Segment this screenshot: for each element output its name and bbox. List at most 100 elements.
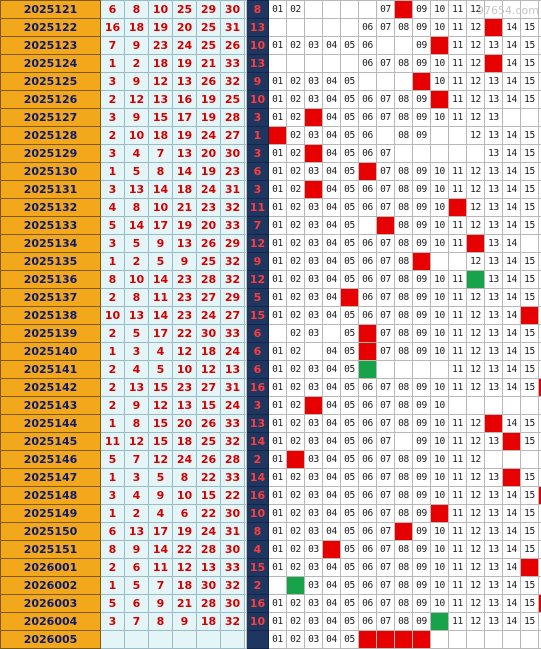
trend-cell: 13 bbox=[485, 469, 503, 487]
drawn-number: 9 bbox=[173, 613, 197, 631]
hit-cell bbox=[485, 415, 503, 433]
trend-cell: 03 bbox=[305, 253, 323, 271]
trend-cell: 05 bbox=[341, 307, 359, 325]
drawn-number: 9 bbox=[149, 235, 173, 253]
drawn-number: 13 bbox=[173, 235, 197, 253]
drawn-number: 5 bbox=[125, 163, 149, 181]
drawn-number: 1 bbox=[101, 577, 125, 595]
trend-cell: 14 bbox=[503, 487, 521, 505]
trend-cell bbox=[449, 145, 467, 163]
trend-cell: 04 bbox=[323, 181, 341, 199]
drawn-number: 23 bbox=[173, 289, 197, 307]
trend-cell bbox=[485, 397, 503, 415]
trend-cell: 11 bbox=[449, 109, 467, 127]
trend-cell bbox=[395, 73, 413, 91]
trend-cell: 14 bbox=[503, 37, 521, 55]
drawn-number: 18 bbox=[149, 55, 173, 73]
drawn-number: 13 bbox=[173, 73, 197, 91]
trend-cell: 03 bbox=[305, 469, 323, 487]
drawn-number: 18 bbox=[173, 433, 197, 451]
drawn-number: 18 bbox=[125, 19, 149, 37]
drawn-number: 29 bbox=[197, 1, 221, 19]
drawn-number: 11 bbox=[149, 559, 173, 577]
drawn-number: 19 bbox=[197, 91, 221, 109]
trend-cell: 14 bbox=[503, 199, 521, 217]
trend-cell: 09 bbox=[413, 109, 431, 127]
trend-cell: 05 bbox=[341, 163, 359, 181]
drawn-number: 10 bbox=[125, 127, 149, 145]
drawn-number: 12 bbox=[125, 91, 149, 109]
drawn-number: 16 bbox=[173, 91, 197, 109]
trend-cell bbox=[521, 397, 539, 415]
trend-cell: 09 bbox=[413, 199, 431, 217]
drawn-number: 31 bbox=[221, 19, 245, 37]
trend-cell: 02 bbox=[287, 289, 305, 307]
trend-cell: 05 bbox=[341, 271, 359, 289]
issue-number: 2025133 bbox=[1, 217, 101, 235]
trend-cell: 11 bbox=[449, 217, 467, 235]
trend-cell: 11 bbox=[449, 271, 467, 289]
trend-cell: 10 bbox=[431, 559, 449, 577]
trend-cell: 15 bbox=[521, 19, 539, 37]
drawn-number: 15 bbox=[149, 415, 173, 433]
trend-cell: 11 bbox=[449, 613, 467, 631]
drawn-number: 14 bbox=[149, 181, 173, 199]
issue-number: 2025122 bbox=[1, 19, 101, 37]
drawn-number: 33 bbox=[221, 469, 245, 487]
drawn-number: 5 bbox=[149, 361, 173, 379]
trend-cell: 15 bbox=[521, 613, 539, 631]
trend-cell: 01 bbox=[269, 433, 287, 451]
trend-cell: 13 bbox=[485, 289, 503, 307]
drawn-number: 23 bbox=[173, 271, 197, 289]
trend-cell bbox=[269, 55, 287, 73]
issue-number: 2025131 bbox=[1, 181, 101, 199]
trend-cell: 09 bbox=[413, 343, 431, 361]
issue-number: 2026004 bbox=[1, 613, 101, 631]
drawn-number: 8 bbox=[101, 271, 125, 289]
special-number: 3 bbox=[247, 145, 269, 163]
trend-cell bbox=[431, 253, 449, 271]
trend-cell: 11 bbox=[449, 289, 467, 307]
trend-cell: 04 bbox=[323, 289, 341, 307]
trend-cell: 06 bbox=[359, 289, 377, 307]
drawn-number: 12 bbox=[173, 559, 197, 577]
drawn-number: 22 bbox=[173, 541, 197, 559]
trend-cell: 07 bbox=[377, 613, 395, 631]
trend-cell: 14 bbox=[503, 307, 521, 325]
trend-cell bbox=[341, 55, 359, 73]
issue-number: 2025125 bbox=[1, 73, 101, 91]
trend-cell: 13 bbox=[485, 253, 503, 271]
trend-cell: 08 bbox=[395, 415, 413, 433]
trend-cell: 13 bbox=[485, 271, 503, 289]
trend-cell: 11 bbox=[449, 343, 467, 361]
trend-cell: 09 bbox=[413, 397, 431, 415]
drawn-number: 1 bbox=[101, 415, 125, 433]
trend-cell: 04 bbox=[323, 523, 341, 541]
trend-cell: 04 bbox=[323, 361, 341, 379]
trend-cell: 14 bbox=[503, 505, 521, 523]
green-hit-cell bbox=[431, 613, 449, 631]
drawn-number: 8 bbox=[149, 613, 173, 631]
trend-cell: 13 bbox=[485, 163, 503, 181]
trend-cell bbox=[305, 1, 323, 19]
table-row: 2025129347132030301020405060713141516 bbox=[1, 145, 541, 163]
drawn-number: 13 bbox=[173, 397, 197, 415]
trend-cell: 07 bbox=[377, 145, 395, 163]
special-number: 6 bbox=[247, 163, 269, 181]
trend-cell: 04 bbox=[323, 451, 341, 469]
trend-cell: 02 bbox=[287, 271, 305, 289]
trend-cell: 02 bbox=[287, 163, 305, 181]
drawn-number: 25 bbox=[197, 253, 221, 271]
trend-cell: 01 bbox=[269, 217, 287, 235]
hit-cell bbox=[395, 631, 413, 649]
trend-cell: 10 bbox=[431, 433, 449, 451]
drawn-number: 5 bbox=[101, 217, 125, 235]
trend-cell: 06 bbox=[359, 145, 377, 163]
trend-cell: 03 bbox=[305, 307, 323, 325]
trend-cell bbox=[485, 451, 503, 469]
